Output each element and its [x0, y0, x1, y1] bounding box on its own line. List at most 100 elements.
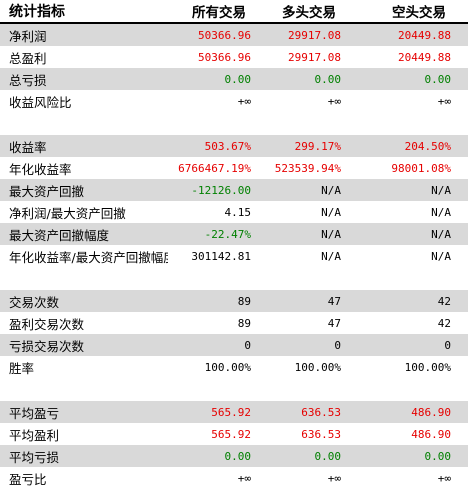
- header-label: 统计指标: [0, 0, 168, 24]
- row-profit-loss-ratio: 盈亏比 +∞ +∞ +∞: [0, 467, 468, 489]
- value-all: 89: [168, 290, 268, 312]
- row-gross-loss: 总亏损 0.00 0.00 0.00: [0, 68, 468, 90]
- value-short: 20449.88: [358, 23, 468, 46]
- value-all: 503.67%: [168, 135, 268, 157]
- row-annual-drawdown-ratio: 年化收益率/最大资产回撤幅度 301142.81 N/A N/A: [0, 245, 468, 267]
- header-row: 统计指标 所有交易 多头交易 空头交易: [0, 0, 468, 24]
- row-gross-profit: 总盈利 50366.96 29917.08 20449.88: [0, 46, 468, 68]
- value-all: 4.15: [168, 201, 268, 223]
- row-label: 收益率: [0, 135, 168, 157]
- row-annual-return: 年化收益率 6766467.19% 523539.94% 98001.08%: [0, 157, 468, 179]
- value-all: 301142.81: [168, 245, 268, 267]
- row-avg-pnl: 平均盈亏 565.92 636.53 486.90: [0, 401, 468, 423]
- spacer-row: [0, 267, 468, 290]
- row-label: 平均亏损: [0, 445, 168, 467]
- value-all: 0.00: [168, 445, 268, 467]
- value-long: 0: [268, 334, 358, 356]
- value-short: 42: [358, 312, 468, 334]
- row-return-rate: 收益率 503.67% 299.17% 204.50%: [0, 135, 468, 157]
- value-all: 89: [168, 312, 268, 334]
- value-long: 0.00: [268, 68, 358, 90]
- row-label: 年化收益率/最大资产回撤幅度: [0, 245, 168, 267]
- spacer: [0, 112, 468, 135]
- value-long: 0.00: [268, 445, 358, 467]
- spacer-row: [0, 112, 468, 135]
- value-long: 299.17%: [268, 135, 358, 157]
- value-all: +∞: [168, 467, 268, 489]
- value-short: 98001.08%: [358, 157, 468, 179]
- value-all: 565.92: [168, 423, 268, 445]
- row-trade-count: 交易次数 89 47 42: [0, 290, 468, 312]
- header-col-short: 空头交易: [358, 0, 468, 24]
- header-col-all: 所有交易: [168, 0, 268, 24]
- value-all: 50366.96: [168, 46, 268, 68]
- value-long: 523539.94%: [268, 157, 358, 179]
- value-short: 0: [358, 334, 468, 356]
- row-label: 总亏损: [0, 68, 168, 90]
- spacer: [0, 267, 468, 290]
- value-short: N/A: [358, 245, 468, 267]
- value-all: 0.00: [168, 68, 268, 90]
- row-max-drawdown: 最大资产回撤 -12126.00 N/A N/A: [0, 179, 468, 201]
- value-short: 0.00: [358, 68, 468, 90]
- row-label: 盈亏比: [0, 467, 168, 489]
- value-long: N/A: [268, 223, 358, 245]
- value-short: +∞: [358, 467, 468, 489]
- value-short: N/A: [358, 223, 468, 245]
- value-long: 29917.08: [268, 23, 358, 46]
- row-avg-profit: 平均盈利 565.92 636.53 486.90: [0, 423, 468, 445]
- value-all: 6766467.19%: [168, 157, 268, 179]
- value-short: +∞: [358, 90, 468, 112]
- spacer: [0, 378, 468, 401]
- value-long: +∞: [268, 90, 358, 112]
- row-net-profit: 净利润 50366.96 29917.08 20449.88: [0, 23, 468, 46]
- row-label: 胜率: [0, 356, 168, 378]
- row-profit-drawdown-ratio: 净利润/最大资产回撤 4.15 N/A N/A: [0, 201, 468, 223]
- row-label: 平均盈利: [0, 423, 168, 445]
- value-short: 0.00: [358, 445, 468, 467]
- value-long: 29917.08: [268, 46, 358, 68]
- value-all: +∞: [168, 90, 268, 112]
- row-label: 收益风险比: [0, 90, 168, 112]
- value-long: N/A: [268, 201, 358, 223]
- value-short: 204.50%: [358, 135, 468, 157]
- row-losing-trades: 亏损交易次数 0 0 0: [0, 334, 468, 356]
- value-long: 47: [268, 290, 358, 312]
- value-all: -12126.00: [168, 179, 268, 201]
- header-col-long: 多头交易: [268, 0, 358, 24]
- row-avg-loss: 平均亏损 0.00 0.00 0.00: [0, 445, 468, 467]
- value-all: 50366.96: [168, 23, 268, 46]
- value-all: 0: [168, 334, 268, 356]
- row-label: 最大资产回撤幅度: [0, 223, 168, 245]
- value-long: +∞: [268, 467, 358, 489]
- row-label: 亏损交易次数: [0, 334, 168, 356]
- row-label: 交易次数: [0, 290, 168, 312]
- value-short: 42: [358, 290, 468, 312]
- row-label: 平均盈亏: [0, 401, 168, 423]
- value-long: N/A: [268, 179, 358, 201]
- value-short: N/A: [358, 201, 468, 223]
- value-short: 486.90: [358, 401, 468, 423]
- value-all: 100.00%: [168, 356, 268, 378]
- value-long: 100.00%: [268, 356, 358, 378]
- value-short: 100.00%: [358, 356, 468, 378]
- row-win-rate: 胜率 100.00% 100.00% 100.00%: [0, 356, 468, 378]
- row-label: 盈利交易次数: [0, 312, 168, 334]
- row-label: 净利润/最大资产回撤: [0, 201, 168, 223]
- value-short: 486.90: [358, 423, 468, 445]
- row-max-drawdown-pct: 最大资产回撤幅度 -22.47% N/A N/A: [0, 223, 468, 245]
- value-short: N/A: [358, 179, 468, 201]
- value-all: -22.47%: [168, 223, 268, 245]
- spacer-row: [0, 378, 468, 401]
- row-winning-trades: 盈利交易次数 89 47 42: [0, 312, 468, 334]
- value-long: 636.53: [268, 401, 358, 423]
- value-all: 565.92: [168, 401, 268, 423]
- value-long: N/A: [268, 245, 358, 267]
- value-long: 636.53: [268, 423, 358, 445]
- row-label: 年化收益率: [0, 157, 168, 179]
- row-label: 净利润: [0, 23, 168, 46]
- row-risk-reward: 收益风险比 +∞ +∞ +∞: [0, 90, 468, 112]
- value-long: 47: [268, 312, 358, 334]
- value-short: 20449.88: [358, 46, 468, 68]
